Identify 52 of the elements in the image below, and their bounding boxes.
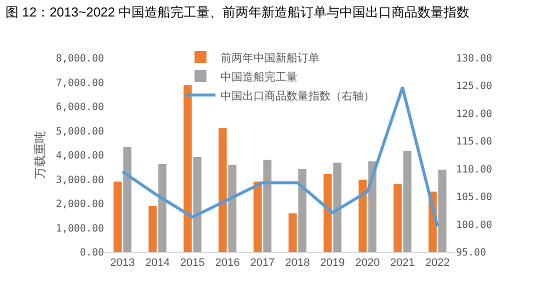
x-tick-label: 2016 <box>215 257 240 270</box>
legend-label: 中国出口商品数量指数（右轴） <box>220 89 374 102</box>
bar <box>263 160 272 252</box>
bar <box>228 164 236 252</box>
y2-tick-label: 95.00 <box>456 248 486 258</box>
x-tick-label: 2014 <box>145 257 170 270</box>
x-tick-label: 2019 <box>320 257 345 270</box>
x-tick-label: 2017 <box>250 257 275 270</box>
y2-tick-label: 125.00 <box>456 81 492 92</box>
bar <box>358 180 367 252</box>
bar <box>438 170 446 252</box>
y-axis-title: 万载重吨 <box>33 131 48 179</box>
bar <box>158 164 166 252</box>
y2-tick-label: 100.00 <box>456 220 492 231</box>
bar <box>324 174 332 252</box>
bar <box>114 182 122 252</box>
x-tick-label: 2020 <box>355 257 380 270</box>
y2-tick-label: 130.00 <box>456 54 492 64</box>
bar <box>254 182 262 252</box>
x-tick-label: 2013 <box>110 257 135 270</box>
y-tick-label: 4,000.00 <box>56 150 104 162</box>
bar <box>403 150 412 252</box>
bar <box>184 85 192 252</box>
bar <box>298 168 306 252</box>
x-tick-label: 2015 <box>180 257 205 270</box>
y2-tick-label: 115.00 <box>456 136 492 148</box>
x-tick-label: 2021 <box>390 257 415 270</box>
line-series <box>121 86 439 228</box>
y-tick-label: 7,000.00 <box>56 78 104 89</box>
legend-label: 中国造船完工量 <box>220 70 298 84</box>
y-tick-label: 5,000.00 <box>56 126 104 138</box>
chart-title: 图 12：2013~2022 中国造船完工量、前两年新造船订单与中国出口商品数量指数 <box>6 4 470 20</box>
y2-tick-label: 105.00 <box>456 192 492 204</box>
y2-tick-label: 110.00 <box>456 164 492 176</box>
bar <box>288 213 297 252</box>
legend-label: 前两年中国新船订单 <box>220 51 320 64</box>
y-tick-label: 6,000.00 <box>56 102 104 113</box>
x-tick-label: 2018 <box>285 257 310 270</box>
bar <box>368 161 376 252</box>
bar <box>123 147 132 252</box>
bar <box>394 184 402 252</box>
x-tick-label: 2022 <box>425 257 450 270</box>
y-tick-label: 3,000.00 <box>56 174 104 186</box>
bar <box>333 162 342 252</box>
y-tick-label: 0.00 <box>80 248 104 258</box>
y-tick-label: 8,000.00 <box>56 54 104 64</box>
bar <box>148 206 157 252</box>
y-tick-label: 2,000.00 <box>56 199 104 210</box>
y2-tick-label: 120.00 <box>456 108 492 120</box>
bar <box>218 128 227 252</box>
bar <box>193 156 202 252</box>
y-tick-label: 1,000.00 <box>56 223 104 234</box>
